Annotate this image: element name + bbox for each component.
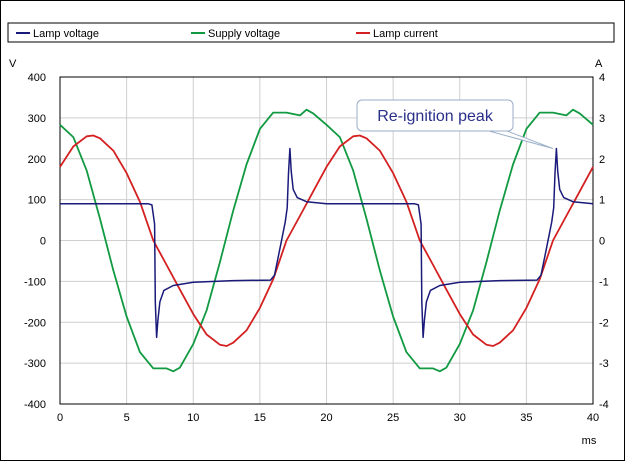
series (59, 108, 594, 373)
x-tick-label: 40 (587, 412, 599, 424)
y-right-tick-label: 4 (599, 72, 605, 84)
legend-label: Supply voltage (208, 28, 280, 40)
x-tick-label: 15 (254, 412, 266, 424)
x-axis-label: ms (582, 435, 597, 447)
y-right-tick-label: -4 (599, 399, 609, 411)
annotation-text: Re-ignition peak (377, 108, 494, 125)
legend: Lamp voltage Supply voltage Lamp current (7, 22, 615, 43)
y-right-tick-label: -1 (599, 276, 609, 288)
plot-frame (59, 76, 594, 405)
axes: -400-300-200-1000100200300400-4-3-2-1012… (9, 58, 609, 447)
y-left-tick-label: 200 (28, 154, 46, 166)
x-tick-label: 25 (387, 412, 399, 424)
y-left-tick-label: 100 (28, 195, 46, 207)
legend-box (7, 22, 615, 43)
y-left-tick-label: 400 (28, 72, 46, 84)
y-right-unit-label: A (595, 58, 603, 70)
y-left-unit-label: V (9, 58, 17, 70)
y-right-tick-label: -3 (599, 358, 609, 370)
series-line-supply-voltage (59, 108, 594, 373)
y-left-tick-label: -100 (24, 276, 46, 288)
y-left-tick-label: -200 (24, 317, 46, 329)
y-right-tick-label: 3 (599, 113, 605, 125)
y-left-tick-label: 0 (40, 236, 46, 248)
x-tick-label: 30 (454, 412, 466, 424)
x-tick-label: 10 (187, 412, 199, 424)
y-left-tick-label: -300 (24, 358, 46, 370)
annotation-box (356, 99, 514, 132)
y-right-tick-label: -2 (599, 317, 609, 329)
x-tick-label: 5 (124, 412, 130, 424)
x-tick-label: 20 (320, 412, 332, 424)
x-tick-label: 0 (57, 412, 63, 424)
series-line-lamp-voltage (60, 147, 594, 339)
legend-label: Lamp voltage (33, 28, 99, 40)
legend-label: Lamp current (373, 28, 438, 40)
y-left-tick-label: -400 (24, 399, 46, 411)
y-right-tick-label: 2 (599, 154, 605, 166)
y-right-tick-label: 1 (599, 195, 605, 207)
x-tick-label: 35 (520, 412, 532, 424)
annotation-pointer (488, 130, 554, 150)
annotation: Re-ignition peak (356, 99, 554, 150)
y-right-tick-label: 0 (599, 236, 605, 248)
series-line-lamp-current (59, 134, 594, 347)
y-left-tick-label: 300 (28, 113, 46, 125)
